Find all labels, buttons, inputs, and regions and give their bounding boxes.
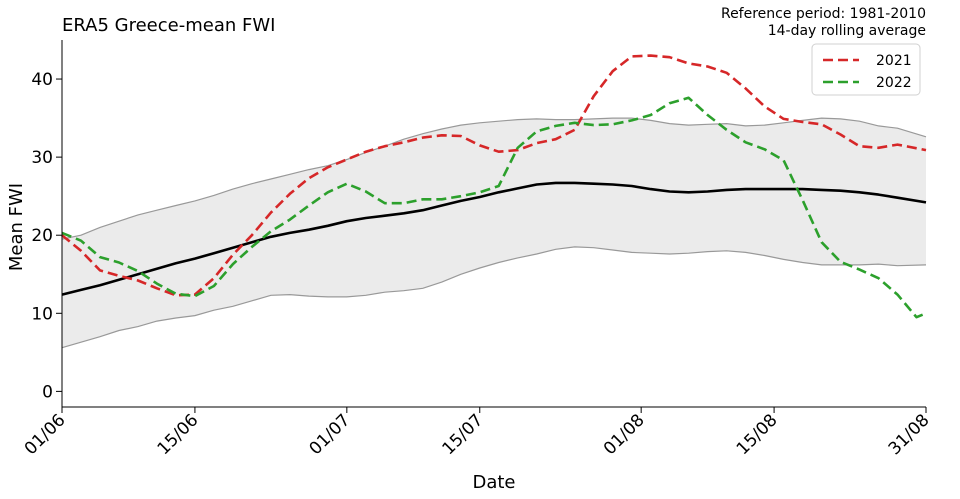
x-tick-label: 15/07 — [439, 410, 488, 459]
x-tick-label: 01/07 — [306, 410, 355, 459]
x-tick-label: 01/06 — [21, 410, 70, 459]
series-line-2022 — [61, 96, 927, 319]
band-fill — [62, 118, 926, 348]
y-tick-label: 30 — [31, 148, 53, 168]
legend: 2021 2022 — [811, 43, 921, 96]
x-tick-label: 15/06 — [154, 410, 203, 459]
rolling-average-note: 14-day rolling average — [768, 23, 926, 39]
series-line-2021 — [61, 54, 927, 297]
y-tick-label: 10 — [31, 304, 53, 324]
legend-label-2022: 2022 — [876, 75, 912, 91]
x-axis-label: Date — [472, 472, 515, 493]
y-tick-label: 20 — [31, 226, 53, 246]
chart-title: ERA5 Greece-mean FWI — [62, 15, 275, 36]
band-lower-edge — [61, 246, 927, 349]
band-upper-edge — [61, 117, 927, 240]
reference-period-note: Reference period: 1981-2010 — [721, 6, 926, 22]
legend-label-2021: 2021 — [876, 53, 912, 69]
x-tick-label: 01/08 — [600, 410, 649, 459]
y-axis-label: Mean FWI — [6, 183, 27, 271]
y-tick-label: 40 — [31, 70, 53, 90]
x-tick-label: 31/08 — [885, 410, 934, 459]
x-tick-label: 15/08 — [733, 410, 782, 459]
series-lines — [61, 54, 927, 319]
climatology-mean-line — [61, 181, 927, 296]
reference-band — [61, 117, 927, 349]
y-tick-label: 0 — [42, 382, 53, 402]
